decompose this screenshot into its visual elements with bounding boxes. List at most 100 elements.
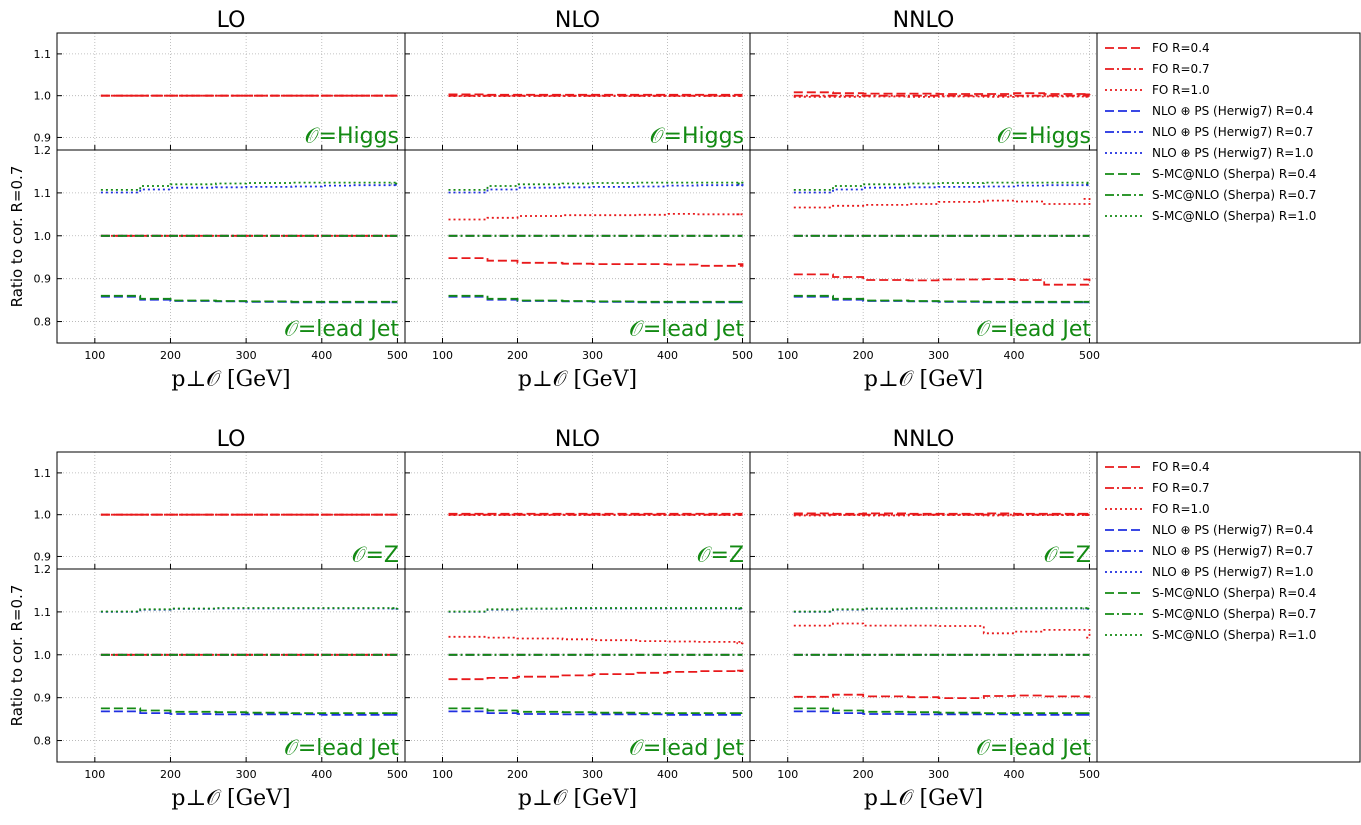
legend-entry: S-MC@NLO (Sherpa) R=0.7 [1152,188,1316,202]
series-line [793,707,1090,714]
legend-entry: S-MC@NLO (Sherpa) R=0.7 [1152,607,1316,621]
panel-frame [404,149,751,344]
x-tick-label: 500 [732,768,753,781]
panel-nnlo-bottom: 𝒪=lead Jet [749,568,1098,763]
legend-entry: FO R=0.7 [1152,481,1210,495]
panel-frame [749,568,1098,763]
observable-label: 𝒪=Higgs [650,124,744,149]
legend-frame [1096,32,1361,344]
panel-nnlo-bottom: 𝒪=lead Jet [749,149,1098,344]
observable-label: 𝒪=Z [1044,543,1091,568]
legend-entry: FO R=1.0 [1152,502,1210,516]
series-line [793,181,1091,191]
series-line [448,607,744,613]
series-line [793,294,1090,303]
y-axis-label: Ratio to cor. R=0.7 [8,166,26,308]
x-tick-label: 500 [387,768,408,781]
y-tick-label: 1.1 [34,606,52,619]
legend-entry: NLO ⊕ PS (Herwig7) R=0.4 [1152,104,1313,118]
x-tick-label: 100 [432,768,453,781]
series-line [100,710,398,716]
panel-frame [749,149,1098,344]
x-tick-label: 100 [777,349,798,362]
panel-frame [404,568,751,763]
x-tick-label: 200 [853,349,874,362]
x-tick-label: 300 [928,349,949,362]
panel-lo-top: 0.9 1.0 1.1 𝒪=Higgs [34,32,406,151]
y-axis-label: Ratio to cor. R=0.7 [8,585,26,727]
chart-block-higgs: LO 0.9 1.0 1.1 𝒪=Higgs 0.8 0.9 1.0 1.1 1.2 𝒪=lead … [8,8,1361,392]
x-tick-label: 200 [160,349,181,362]
series-line [448,635,744,645]
x-tick-label: 100 [84,349,105,362]
y-tick-label: 1.1 [34,187,52,200]
panel-nlo-top: 𝒪=Higgs [404,32,751,151]
x-tick-label: 400 [311,349,332,362]
legend-entry: S-MC@NLO (Sherpa) R=0.4 [1152,586,1316,600]
series-line [793,693,1091,699]
x-tick-label: 400 [311,768,332,781]
legend-entry: FO R=0.4 [1152,460,1210,474]
series-line [448,669,744,681]
legend-entry: NLO ⊕ PS (Herwig7) R=0.7 [1152,544,1313,558]
series-line [793,183,1091,194]
column-title: NLO [555,8,600,33]
x-tick-label: 200 [853,768,874,781]
y-tick-label: 0.8 [34,735,52,748]
legend-entry: S-MC@NLO (Sherpa) R=0.4 [1152,167,1316,181]
legend-entry: FO R=0.4 [1152,41,1210,55]
legend: FO R=0.4 FO R=0.7 FO R=1.0 NLO ⊕ PS (Herwig… [1096,451,1361,763]
legend-entry: NLO ⊕ PS (Herwig7) R=0.4 [1152,523,1313,537]
column-title: NLO [555,427,600,452]
x-tick-label: 500 [1079,768,1100,781]
panel-frame [56,568,406,763]
x-tick-label: 300 [928,768,949,781]
observable-label: 𝒪=Higgs [997,124,1091,149]
panel-frame [56,149,406,344]
series-line [793,710,1090,716]
legend-frame [1096,451,1361,763]
observable-label: 𝒪=lead Jet [284,317,399,342]
x-tick-label: 100 [777,768,798,781]
x-axis-label: p⊥𝒪 [GeV] [171,786,290,811]
column-title: LO [217,427,246,452]
column-title: NNLO [893,427,955,452]
x-axis-label: p⊥𝒪 [GeV] [864,367,983,392]
legend-entry: S-MC@NLO (Sherpa) R=1.0 [1152,628,1316,642]
x-tick-label: 300 [582,768,603,781]
y-tick-label: 0.9 [34,550,52,563]
series-line [793,622,1091,639]
series-line [100,607,399,613]
x-tick-label: 400 [657,349,678,362]
panel-lo-bottom: 0.8 0.9 1.0 1.1 1.2 𝒪=lead Jet [34,144,406,344]
y-tick-label: 1.2 [34,144,52,157]
panel-nlo-bottom: 𝒪=lead Jet [404,568,751,763]
y-tick-label: 0.9 [34,131,52,144]
x-tick-label: 400 [657,768,678,781]
x-tick-label: 200 [160,768,181,781]
panel-lo-top: 0.9 1.0 1.1 𝒪=Z [34,451,406,570]
y-tick-label: 1.0 [34,90,52,103]
panel-nlo-top: 𝒪=Z [404,451,751,570]
x-tick-label: 300 [236,349,257,362]
series-line [100,707,398,714]
series-line [448,294,743,303]
series-line [448,213,743,221]
series-line [100,181,399,191]
series-line [448,257,744,267]
chart-block-z: LO 0.9 1.0 1.1 𝒪=Z 0.8 0.9 1.0 1.1 1.2 𝒪=lead Jet 1… [8,427,1361,811]
x-tick-label: 200 [507,349,528,362]
legend-entry: NLO ⊕ PS (Herwig7) R=1.0 [1152,146,1313,160]
y-tick-label: 1.0 [34,649,52,662]
panel-lo-bottom: 0.8 0.9 1.0 1.1 1.2 𝒪=lead Jet [34,563,406,763]
observable-label: 𝒪=lead Jet [976,317,1091,342]
y-tick-label: 1.2 [34,563,52,576]
x-tick-label: 300 [236,768,257,781]
series-line [793,91,1091,96]
x-tick-label: 300 [582,349,603,362]
series-line [100,183,399,194]
x-axis-label: p⊥𝒪 [GeV] [171,367,290,392]
x-axis-label: p⊥𝒪 [GeV] [518,367,637,392]
series-line [448,710,743,716]
